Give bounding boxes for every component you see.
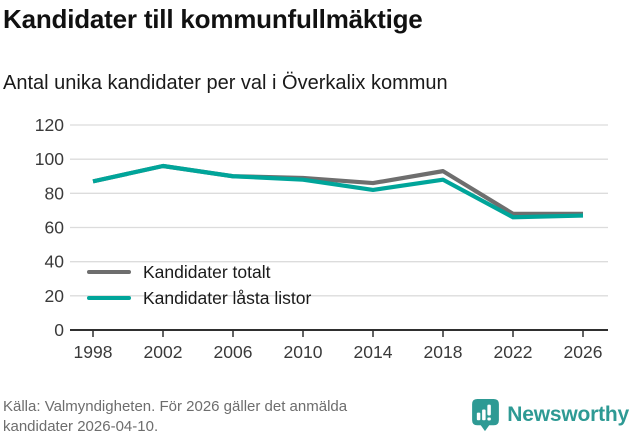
- x-tick-label-2018: 2018: [424, 342, 463, 362]
- legend-swatch-totalt: [87, 269, 131, 275]
- brand-name: Newsworthy: [507, 403, 629, 426]
- y-tick-label-100: 100: [35, 149, 64, 169]
- legend-swatch-lasta-listor: [87, 295, 131, 301]
- legend-item-lasta-listor: Kandidater låsta listor: [87, 285, 311, 311]
- source-note-line-1: Källa: Valmyndigheten. För 2026 gäller d…: [3, 398, 348, 415]
- source-note: Källa: Valmyndigheten. För 2026 gäller d…: [3, 397, 347, 437]
- y-tick-label-0: 0: [54, 320, 64, 340]
- newsworthy-logo[interactable]: Newsworthy: [471, 398, 629, 432]
- y-tick-label-80: 80: [45, 183, 65, 203]
- legend-item-totalt: Kandidater totalt: [87, 259, 311, 285]
- chart-subtitle: Antal unika kandidater per val i Överkal…: [3, 72, 448, 94]
- x-tick-label-2026: 2026: [564, 342, 603, 362]
- y-tick-label-120: 120: [35, 115, 64, 135]
- y-tick-label-40: 40: [45, 252, 65, 272]
- x-tick-label-2014: 2014: [354, 342, 393, 362]
- x-tick-label-2006: 2006: [214, 342, 253, 362]
- series-line-kandidater-totalt: [92, 163, 583, 216]
- page-title: Kandidater till kommunfullmäktige: [3, 4, 423, 34]
- x-tick-label-1998: 1998: [74, 342, 113, 362]
- bar-chart-speech-bubble-icon: [472, 399, 500, 432]
- x-tick-label-2002: 2002: [144, 342, 183, 362]
- chart-legend: Kandidater totalt Kandidater låsta listo…: [87, 259, 311, 311]
- legend-label-lasta-listor: Kandidater låsta listor: [143, 287, 312, 308]
- series-line-kandidater-l-sta-listor: [92, 163, 584, 220]
- x-tick-label-2022: 2022: [494, 342, 533, 362]
- y-tick-label-60: 60: [45, 218, 65, 238]
- legend-label-totalt: Kandidater totalt: [143, 261, 271, 282]
- y-tick-label-20: 20: [45, 286, 65, 306]
- source-note-line-2: kandidater 2026-04-10.: [3, 418, 159, 435]
- x-tick-label-2010: 2010: [284, 342, 323, 362]
